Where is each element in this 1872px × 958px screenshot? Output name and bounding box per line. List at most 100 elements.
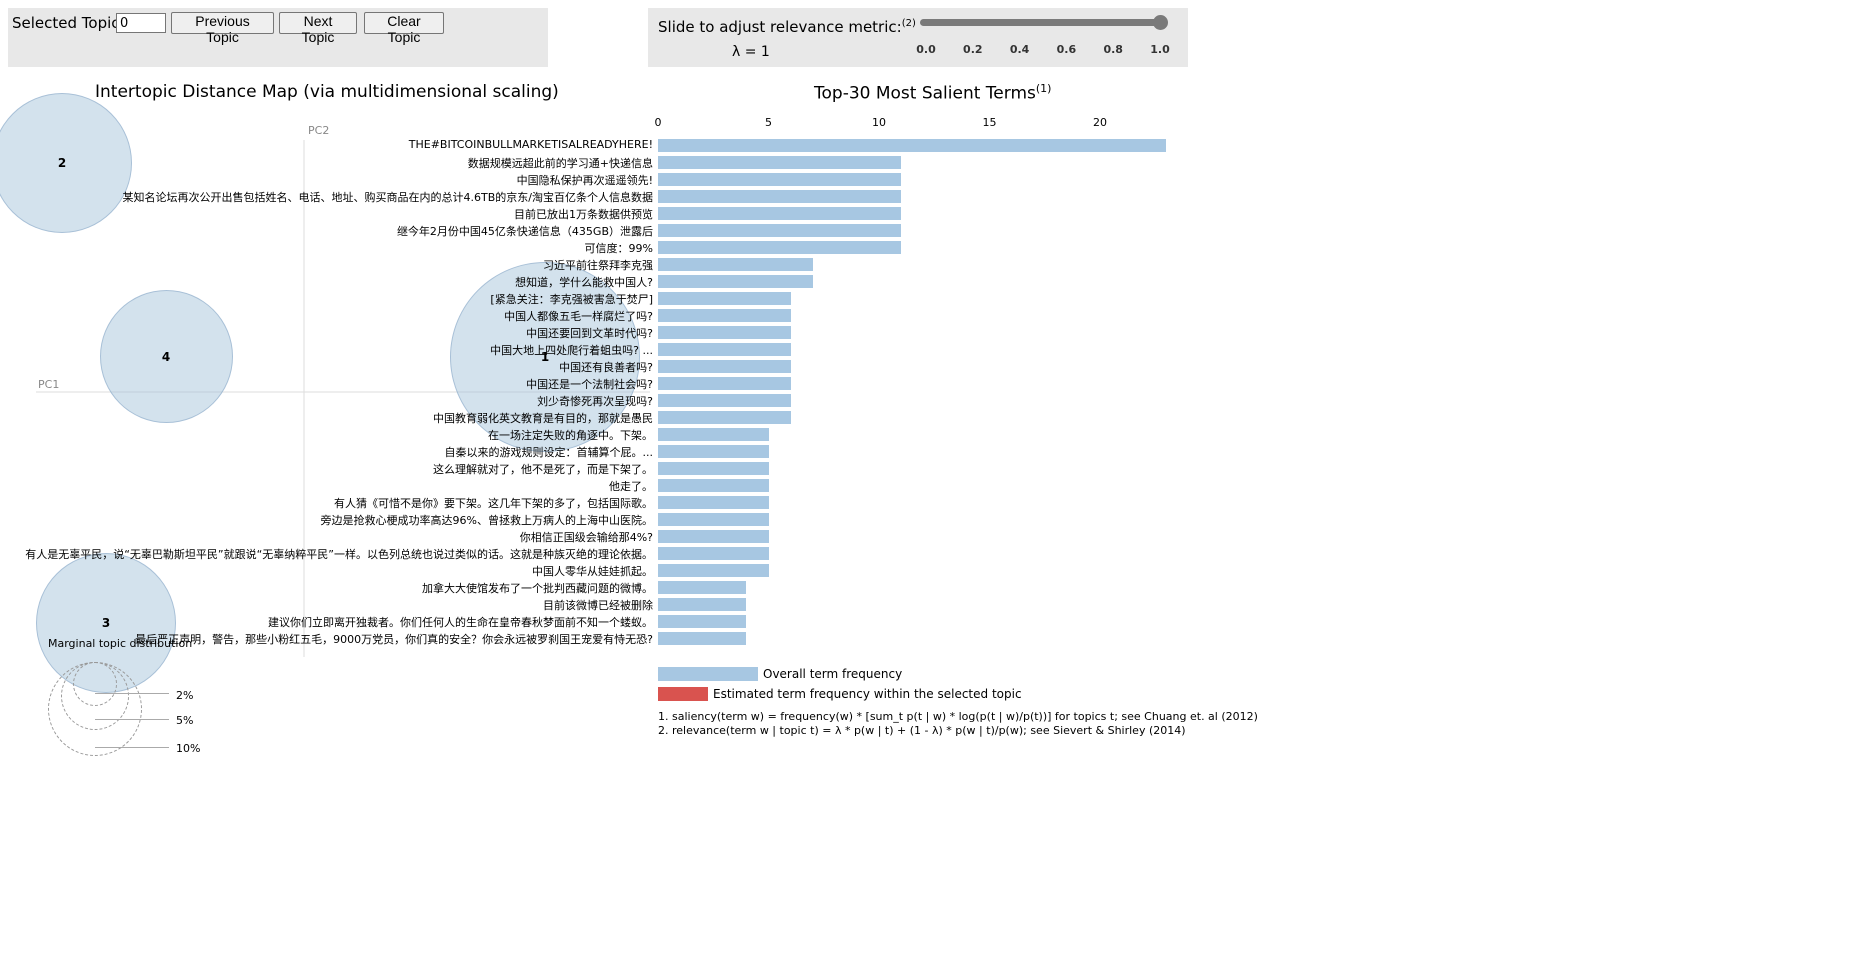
term-label[interactable]: 中国还有良善者吗?: [559, 361, 653, 374]
marginal-circle-2pct: [73, 662, 117, 706]
term-overall-bar: [658, 581, 747, 594]
relevance-footnote: 2. relevance(term w | topic t) = λ * p(w…: [658, 724, 1186, 737]
term-overall-bar: [658, 258, 813, 271]
term-overall-bar: [658, 275, 813, 288]
pc2-axis-label: PC2: [308, 124, 330, 137]
term-label[interactable]: 刘少奇惨死再次呈现吗?: [537, 395, 653, 408]
lambda-control-panel: [648, 8, 1188, 67]
term-overall-bar: [658, 598, 747, 611]
term-label[interactable]: 目前该微博已经被删除: [543, 599, 653, 612]
topic-circle-label-1: 1: [540, 350, 550, 364]
term-label[interactable]: 他走了。: [609, 480, 653, 493]
x-tick-label: 0: [654, 116, 662, 129]
term-label[interactable]: 数据规模远超此前的学习通+快递信息: [467, 157, 653, 170]
x-tick-label: 15: [982, 116, 997, 129]
term-label[interactable]: 有人猜《可惜不是你》要下架。这几年下架的多了，包括国际歌。: [334, 497, 653, 510]
saliency-footnote: 1. saliency(term w) = frequency(w) * [su…: [658, 710, 1258, 723]
term-overall-bar: [658, 564, 769, 577]
term-overall-bar: [658, 224, 902, 237]
marginal-line-10pct: [95, 747, 169, 748]
term-overall-bar: [658, 394, 791, 407]
term-overall-bar: [658, 513, 769, 526]
lambda-tick: 0.4: [1009, 43, 1030, 56]
term-overall-bar: [658, 241, 902, 254]
terms-chart-title-text: Top-30 Most Salient Terms: [814, 83, 1036, 104]
marginal-distribution-title: Marginal topic distribution: [48, 637, 193, 650]
term-overall-bar: [658, 343, 791, 356]
topic-circle-4[interactable]: [100, 290, 233, 423]
term-overall-bar: [658, 292, 791, 305]
term-label[interactable]: 可信度：99%: [584, 242, 653, 255]
term-overall-bar: [658, 139, 1167, 152]
term-overall-bar: [658, 462, 769, 475]
term-label[interactable]: 加拿大大使馆发布了一个批判西藏问题的微博。: [422, 582, 653, 595]
term-label[interactable]: 旁边是抢救心梗成功率高达96%、曾拯救上万病人的上海中山医院。: [320, 514, 653, 527]
term-label[interactable]: 中国人都像五毛一样腐烂了吗?: [504, 310, 653, 323]
topic-circle-label-4: 4: [161, 350, 171, 364]
legend-selected-swatch: [658, 687, 708, 701]
term-label[interactable]: 某知名论坛再次公开出售包括姓名、电话、地址、购买商品在内的总计4.6TB的京东/…: [122, 191, 653, 204]
topic-circle-label-3: 3: [101, 616, 111, 630]
term-label[interactable]: 继今年2月份中国45亿条快递信息（435GB）泄露后: [396, 225, 653, 238]
topic-control-panel: [8, 8, 548, 67]
relevance-slider-label-text: Slide to adjust relevance metric:: [658, 18, 902, 36]
term-label[interactable]: 最后严正声明，警告，那些小粉红五毛，9000万党员，你们真的安全？你会永远被罗刹…: [135, 633, 653, 646]
term-label[interactable]: THE#BITCOINBULLMARKETISALREADYHERE!: [408, 138, 653, 151]
term-label[interactable]: 中国人零华从娃娃抓起。: [532, 565, 653, 578]
clear-topic-button[interactable]: Clear Topic: [364, 12, 444, 45]
x-tick-label: 5: [765, 116, 772, 129]
term-overall-bar: [658, 377, 791, 390]
term-label[interactable]: 中国还是一个法制社会吗?: [526, 378, 653, 391]
term-label[interactable]: 自秦以来的游戏规则设定：首辅算个屁。...: [444, 446, 654, 459]
term-label[interactable]: 这么理解就对了，他不是死了，而是下架了。: [433, 463, 653, 476]
term-overall-bar: [658, 360, 791, 373]
term-overall-bar: [658, 156, 902, 169]
legend-selected-text: Estimated term frequency within the sele…: [713, 687, 1022, 701]
selected-topic-input[interactable]: [116, 13, 166, 33]
lambda-tick: 0.6: [1056, 43, 1077, 56]
term-overall-bar: [658, 479, 769, 492]
term-label[interactable]: 建议你们立即离开独裁者。你们任何人的生命在皇帝春秋梦面前不知一个蝼蚁。: [268, 616, 653, 629]
term-label[interactable]: 有人是无辜平民，说“无辜巴勒斯坦平民”就跟说“无辜纳粹平民”一样。以色列总统也说…: [25, 548, 653, 561]
topic-circle-label-2: 2: [57, 156, 67, 170]
term-label[interactable]: [紧急关注：李克强被害急于焚尸]: [490, 293, 653, 306]
term-overall-bar: [658, 309, 791, 322]
term-overall-bar: [658, 547, 769, 560]
term-label[interactable]: 目前已放出1万条数据供预览: [514, 208, 653, 221]
term-label[interactable]: 你相信正国级会输给那4%?: [519, 531, 653, 544]
term-label[interactable]: 中国还要回到文革时代吗?: [526, 327, 653, 340]
marginal-label-10pct: 10%: [176, 742, 201, 755]
next-topic-button[interactable]: Next Topic: [279, 12, 357, 45]
term-overall-bar: [658, 173, 902, 186]
term-label[interactable]: 想知道，学什么能救中国人?: [515, 276, 653, 289]
legend-overall-swatch: [658, 667, 758, 681]
lambda-slider-thumb[interactable]: [1153, 15, 1168, 30]
topic-circle-1[interactable]: [450, 262, 640, 452]
relevance-slider-label: Slide to adjust relevance metric:(2): [658, 18, 916, 36]
selected-topic-label: Selected Topic:: [12, 14, 125, 32]
marginal-label-5pct: 5%: [176, 714, 194, 727]
terms-chart-title: Top-30 Most Salient Terms(1): [814, 82, 1051, 104]
topic-circle-2[interactable]: [0, 93, 132, 233]
term-overall-bar: [658, 632, 747, 645]
term-overall-bar: [658, 411, 791, 424]
marginal-label-2pct: 2%: [176, 689, 194, 702]
term-label[interactable]: 习近平前往祭拜李克强: [543, 259, 653, 272]
x-tick-label: 20: [1093, 116, 1107, 129]
term-overall-bar: [658, 326, 791, 339]
lambda-tick: 0.2: [963, 43, 983, 56]
term-label[interactable]: 在一场注定失败的角逐中。下架。: [488, 429, 653, 442]
lambda-tick: 1.0: [1150, 43, 1170, 56]
previous-topic-button[interactable]: Previous Topic: [171, 12, 274, 45]
term-overall-bar: [658, 445, 769, 458]
x-tick-label: 10: [872, 116, 886, 129]
term-label[interactable]: 中国大地上四处爬行着蛆虫吗? ...: [490, 344, 653, 357]
legend-overall-text: Overall term frequency: [763, 667, 903, 681]
relevance-note-ref: (2): [901, 18, 916, 29]
term-label[interactable]: 中国教育弱化英文教育是有目的，那就是愚民: [433, 412, 653, 425]
term-overall-bar: [658, 190, 902, 203]
term-label[interactable]: 中国隐私保护再次遥遥领先!: [516, 174, 653, 187]
term-overall-bar: [658, 428, 769, 441]
lambda-slider-track[interactable]: [920, 19, 1163, 26]
term-overall-bar: [658, 207, 902, 220]
